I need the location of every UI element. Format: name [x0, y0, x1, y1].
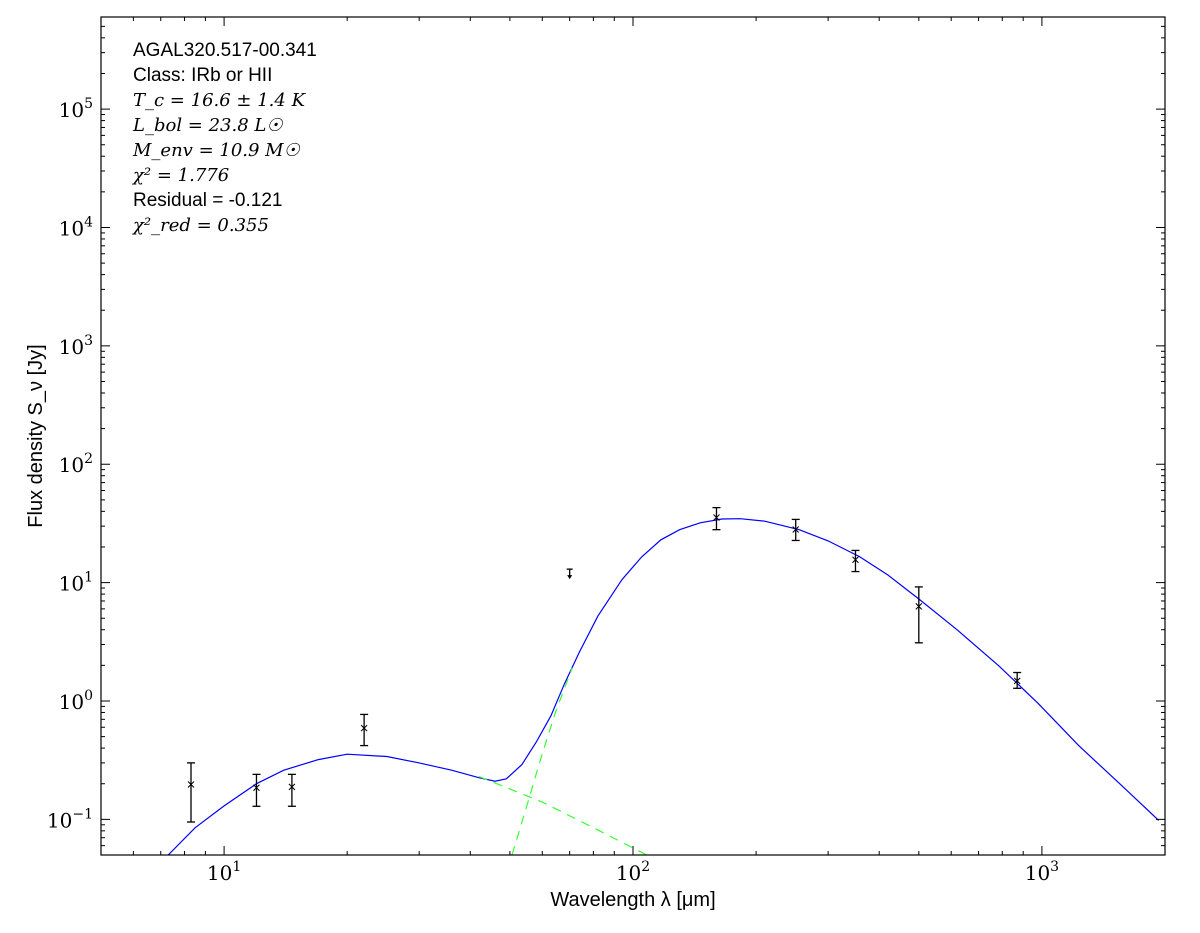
chi2-red-annotation: χ²_red = 0.355	[133, 215, 269, 236]
chi2-annotation: χ² = 1.776	[133, 165, 230, 186]
mass-annotation: M_env = 10.9 M☉	[133, 140, 300, 161]
y-tick-label: 10−1	[47, 806, 93, 832]
data-point	[792, 526, 800, 533]
data-point	[288, 783, 296, 791]
y-tick-label: 100	[59, 688, 93, 714]
source-class: Class: IRb or HII	[133, 65, 273, 86]
y-axis-label: Flux density S_ν [Jy]	[25, 344, 47, 527]
model-component-line	[478, 775, 647, 855]
source-name: AGAL320.517-00.341	[133, 40, 317, 61]
data-point	[713, 514, 720, 521]
y-tick-label: 105	[59, 96, 93, 122]
upper-limit-arrow	[567, 575, 573, 580]
data-point	[1013, 677, 1021, 685]
luminosity-annotation: L_bol = 23.8 L☉	[133, 115, 283, 136]
x-tick-label: 102	[616, 859, 650, 885]
model-total-line	[167, 518, 1160, 855]
x-axis-label: Wavelength λ [μm]	[550, 889, 715, 911]
data-point	[852, 556, 859, 564]
y-tick-label: 103	[59, 333, 93, 359]
data-point	[187, 781, 195, 788]
y-tick-label: 101	[59, 570, 93, 596]
temperature-annotation: T_c = 16.6 ± 1.4 K	[133, 90, 306, 111]
annotations: AGAL320.517-00.341 Class: IRb or HII T_c…	[133, 38, 317, 238]
y-tick-label: 102	[59, 451, 93, 477]
x-tick-label: 101	[207, 859, 241, 885]
data-point	[360, 724, 368, 732]
model-component-line	[511, 667, 573, 855]
data-point	[915, 603, 923, 610]
residual-annotation: Residual = -0.121	[133, 190, 283, 211]
data-point	[253, 784, 260, 792]
y-tick-label: 104	[59, 214, 93, 240]
x-tick-label: 103	[1025, 859, 1059, 885]
